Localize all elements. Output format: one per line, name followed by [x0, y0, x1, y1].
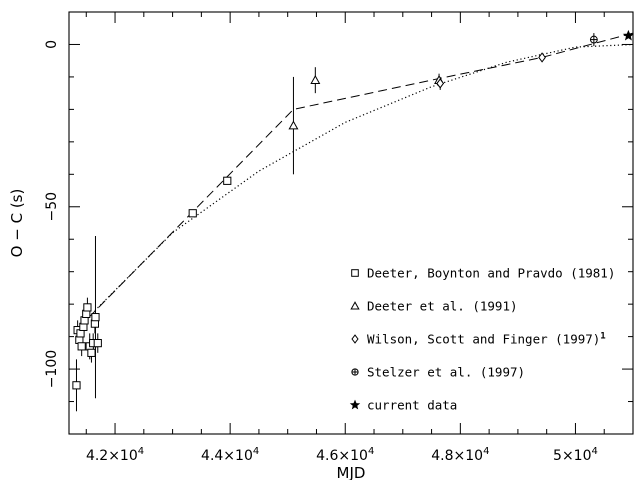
y-tick-label: 0: [44, 40, 60, 49]
error-bars: [75, 33, 595, 412]
data-point-square-10: [87, 348, 96, 357]
legend-label-star: current data: [367, 398, 457, 413]
data-point-circle-0: [589, 35, 598, 44]
legend: Deeter, Boynton and Pravdo (1981) Deeter …: [349, 266, 615, 413]
data-point-star-0: [622, 29, 634, 41]
data-point-triangle-0: [288, 120, 299, 130]
y-tick-label: −100: [44, 350, 60, 388]
x-tick-label: 4.2×104: [86, 446, 144, 464]
tick-labels: 4.2×104 4.4×104 4.6×104 4.8×104 5×104 0 −50 −10…: [44, 40, 598, 464]
data-point-square-8: [83, 303, 92, 312]
y-tick-label: −50: [44, 192, 60, 222]
x-tick-label: 4.6×104: [316, 446, 374, 464]
legend-marker-diamond: [351, 334, 359, 344]
data-point-triangle-1: [310, 74, 321, 84]
data-point-square-15: [188, 209, 197, 218]
x-tick-label: 4.4×104: [201, 446, 259, 464]
data-point-square-13: [91, 313, 100, 322]
legend-label-triangle: Deeter et al. (1991): [367, 299, 518, 314]
axis-ticks: [69, 11, 634, 435]
x-tick-label: 5×104: [553, 446, 598, 464]
legend-marker-star: [349, 399, 361, 410]
x-tick-label: 4.8×104: [431, 446, 489, 464]
fit-curve-dotted: [94, 43, 634, 312]
y-axis-title: O − C (s): [8, 189, 26, 258]
data-point-square-16: [223, 176, 232, 185]
legend-label-square: Deeter, Boynton and Pravdo (1981): [367, 266, 615, 281]
legend-marker-triangle: [350, 301, 360, 310]
legend-label-diamond: Wilson, Scott and Finger (1997)1: [367, 332, 606, 347]
data-point-square-4: [77, 342, 86, 351]
data-point-square-0: [72, 381, 81, 390]
data-point-diamond-1: [538, 52, 546, 63]
legend-label-circle: Stelzer et al. (1997): [367, 365, 525, 380]
data-point-square-14: [93, 339, 102, 348]
x-axis-title: MJD: [337, 464, 366, 480]
plot-frame: [68, 11, 634, 435]
data-markers: [72, 29, 634, 390]
data-point-diamond-0: [436, 78, 445, 89]
legend-marker-circle: [351, 368, 359, 376]
legend-marker-square: [351, 269, 359, 277]
